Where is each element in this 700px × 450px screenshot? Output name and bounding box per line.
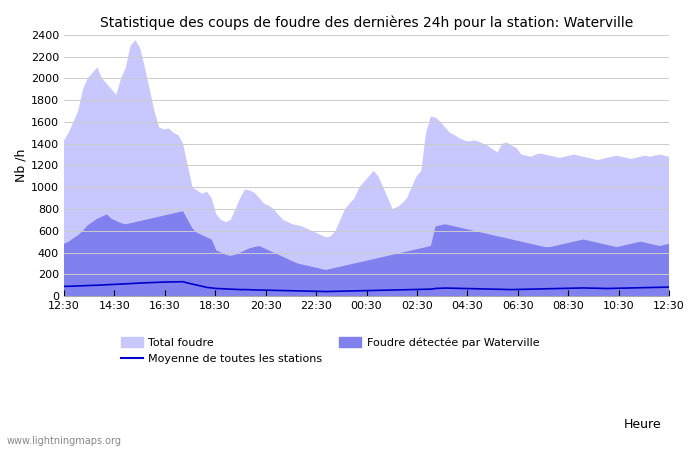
Legend: Total foudre, Moyenne de toutes les stations, Foudre détectée par Waterville: Total foudre, Moyenne de toutes les stat… — [116, 333, 544, 369]
Title: Statistique des coups de foudre des dernières 24h pour la station: Waterville: Statistique des coups de foudre des dern… — [100, 15, 633, 30]
Y-axis label: Nb /h: Nb /h — [15, 149, 28, 182]
Text: Heure: Heure — [624, 418, 662, 431]
Text: www.lightningmaps.org: www.lightningmaps.org — [7, 436, 122, 446]
